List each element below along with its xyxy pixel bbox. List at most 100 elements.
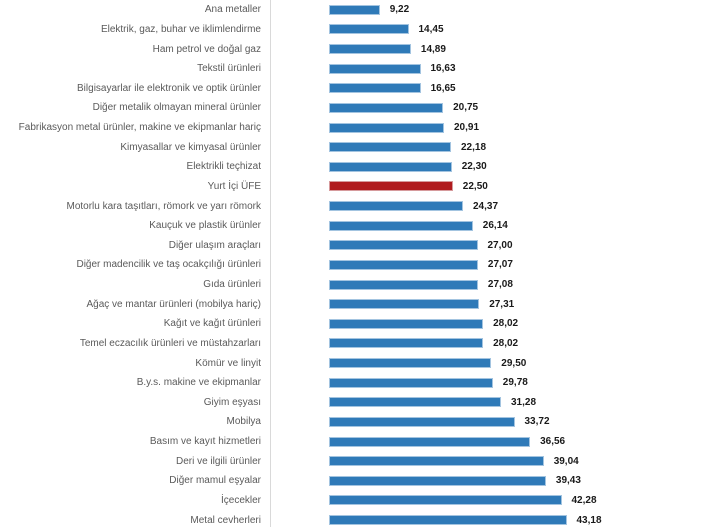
chart-row: Kauçuk ve plastik ürünler 26,14 <box>0 216 720 236</box>
plot-cell: 36,56 <box>270 432 720 452</box>
bar <box>329 44 411 55</box>
plot-cell: 29,78 <box>270 373 720 393</box>
plot-cell: 20,75 <box>270 98 720 118</box>
bar <box>329 122 444 133</box>
category-axis-line <box>270 0 271 527</box>
value-label: 36,56 <box>540 436 566 448</box>
chart-row: Fabrikasyon metal ürünler, makine ve eki… <box>0 118 720 138</box>
bar <box>329 63 421 74</box>
plot-cell: 33,72 <box>270 412 720 432</box>
bar <box>329 4 380 15</box>
plot-cell: 9,22 <box>270 0 720 20</box>
value-label: 42,28 <box>571 494 597 506</box>
chart-row: Deri ve ilgili ürünler 39,04 <box>0 451 720 471</box>
plot-cell: 14,45 <box>270 20 720 40</box>
plot-cell: 27,08 <box>270 275 720 295</box>
category-label: Deri ve ilgili ürünler <box>175 455 261 467</box>
value-label: 31,28 <box>511 396 537 408</box>
highlight-bar <box>329 181 453 192</box>
value-label: 14,89 <box>420 43 446 55</box>
category-label: İçecekler <box>220 494 261 506</box>
category-label: Gıda ürünleri <box>203 279 261 291</box>
value-label: 14,45 <box>418 23 444 35</box>
bar <box>329 299 480 310</box>
chart-row: Elektrikli teçhizat 22,30 <box>0 157 720 177</box>
category-label: Yurt İçi ÜFE <box>207 180 261 192</box>
value-label: 20,91 <box>454 122 480 134</box>
category-label: Elektrik, gaz, buhar ve iklimlendirme <box>100 23 261 35</box>
value-label: 20,75 <box>453 102 479 114</box>
bar <box>329 358 492 369</box>
bar <box>329 318 484 329</box>
chart-row: Diğer ulaşım araçları 27,00 <box>0 236 720 256</box>
value-label: 22,30 <box>461 161 487 173</box>
category-label: Kauçuk ve plastik ürünler <box>149 220 261 232</box>
chart-row: Diğer madencilik ve taş ocakçılığı ürünl… <box>0 255 720 275</box>
bar <box>329 377 493 388</box>
chart-row: Kömür ve linyit 29,50 <box>0 353 720 373</box>
chart-row: Yurt İçi ÜFE 22,50 <box>0 177 720 197</box>
chart-row: Diğer mamul eşyalar 39,43 <box>0 471 720 491</box>
chart-row: Diğer metalik olmayan mineral ürünler 20… <box>0 98 720 118</box>
category-label: Kimyasallar ve kimyasal ürünler <box>120 141 261 153</box>
value-label: 16,65 <box>430 82 456 94</box>
plot-cell: 28,02 <box>270 314 720 334</box>
plot-cell: 22,18 <box>270 137 720 157</box>
value-label: 27,08 <box>487 279 513 291</box>
category-label: Fabrikasyon metal ürünler, makine ve eki… <box>18 122 261 134</box>
bar <box>329 495 562 506</box>
bar <box>329 24 409 35</box>
chart-row: Temel eczacılık ürünleri ve müstahzarlar… <box>0 334 720 354</box>
plot-cell: 28,02 <box>270 334 720 354</box>
category-label: Basım ve kayıt hizmetleri <box>149 436 261 448</box>
chart-row: Ana metaller 9,22 <box>0 0 720 20</box>
value-label: 27,00 <box>487 239 513 251</box>
bar <box>329 220 473 231</box>
chart-row: Gıda ürünleri 27,08 <box>0 275 720 295</box>
value-label: 27,31 <box>489 298 515 310</box>
plot-cell: 16,65 <box>270 79 720 99</box>
bar <box>329 259 478 270</box>
category-label: Diğer mamul eşyalar <box>169 475 261 487</box>
bar <box>329 102 444 113</box>
chart-row: Mobilya 33,72 <box>0 412 720 432</box>
value-label: 39,04 <box>553 455 579 467</box>
bar <box>329 475 546 486</box>
plot-cell: 42,28 <box>270 491 720 511</box>
plot-cell: 22,30 <box>270 157 720 177</box>
value-label: 39,43 <box>555 475 581 487</box>
value-label: 22,50 <box>462 180 488 192</box>
value-label: 27,07 <box>487 259 513 271</box>
value-label: 43,18 <box>576 514 602 526</box>
value-label: 28,02 <box>493 337 519 349</box>
plot-cell: 26,14 <box>270 216 720 236</box>
category-label: Kömür ve linyit <box>195 357 261 369</box>
chart-row: Giyim eşyası 31,28 <box>0 393 720 413</box>
bar <box>329 515 567 526</box>
bar <box>329 201 463 212</box>
chart-row: Tekstil ürünleri 16,63 <box>0 59 720 79</box>
value-label: 29,50 <box>501 357 527 369</box>
chart-row: İçecekler 42,28 <box>0 491 720 511</box>
category-label: Metal cevherleri <box>190 514 261 526</box>
category-label: Giyim eşyası <box>203 396 261 408</box>
plot-cell: 20,91 <box>270 118 720 138</box>
bar <box>329 240 478 251</box>
chart-row: Motorlu kara taşıtları, römork ve yarı r… <box>0 196 720 216</box>
bar <box>329 338 484 349</box>
chart-row: Ağaç ve mantar ürünleri (mobilya hariç) … <box>0 294 720 314</box>
plot-cell: 24,37 <box>270 196 720 216</box>
plot-cell: 27,31 <box>270 294 720 314</box>
plot-cell: 39,04 <box>270 451 720 471</box>
category-label: Tekstil ürünleri <box>197 63 261 75</box>
plot-cell: 16,63 <box>270 59 720 79</box>
bar <box>329 456 544 467</box>
plot-cell: 22,50 <box>270 177 720 197</box>
plot-cell: 14,89 <box>270 39 720 59</box>
bar <box>329 161 452 172</box>
value-label: 16,63 <box>430 63 456 75</box>
chart-row: Bilgisayarlar ile elektronik ve optik ür… <box>0 79 720 99</box>
chart-row: Kağıt ve kağıt ürünleri 28,02 <box>0 314 720 334</box>
plot-cell: 43,18 <box>270 510 720 530</box>
